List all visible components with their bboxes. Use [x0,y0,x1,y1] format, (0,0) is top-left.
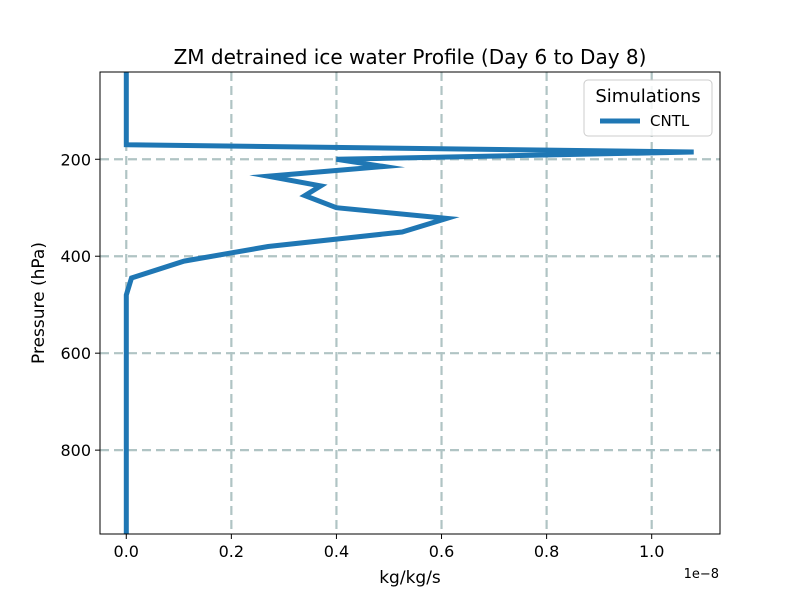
y-tick-label: 400 [60,247,91,266]
x-tick-label: 0.8 [534,542,559,561]
grid [100,72,720,534]
legend-entry-cntl: CNTL [650,112,690,130]
y-tick-label: 600 [60,344,91,363]
ticks: 0.0 0.2 0.4 0.6 0.8 1.0 200 400 600 800 [60,150,664,561]
x-axis-offset-label: 1e−8 [684,567,719,582]
y-tick-label: 200 [60,150,91,169]
chart-title: ZM detrained ice water Profile (Day 6 to… [174,45,647,69]
x-axis-label: kg/kg/s [379,568,441,588]
x-tick-label: 0.4 [324,542,349,561]
x-tick-label: 0.0 [114,542,139,561]
legend-title: Simulations [595,86,700,107]
x-tick-label: 0.6 [429,542,454,561]
x-tick-label: 1.0 [639,542,664,561]
plot-area-frame [99,71,721,535]
y-tick-label: 800 [60,441,91,460]
series-layer [123,72,694,534]
y-axis-label: Pressure (hPa) [29,242,49,364]
series-line-cntl [123,72,694,534]
legend: Simulations CNTL [583,79,713,137]
x-tick-label: 0.2 [219,542,244,561]
